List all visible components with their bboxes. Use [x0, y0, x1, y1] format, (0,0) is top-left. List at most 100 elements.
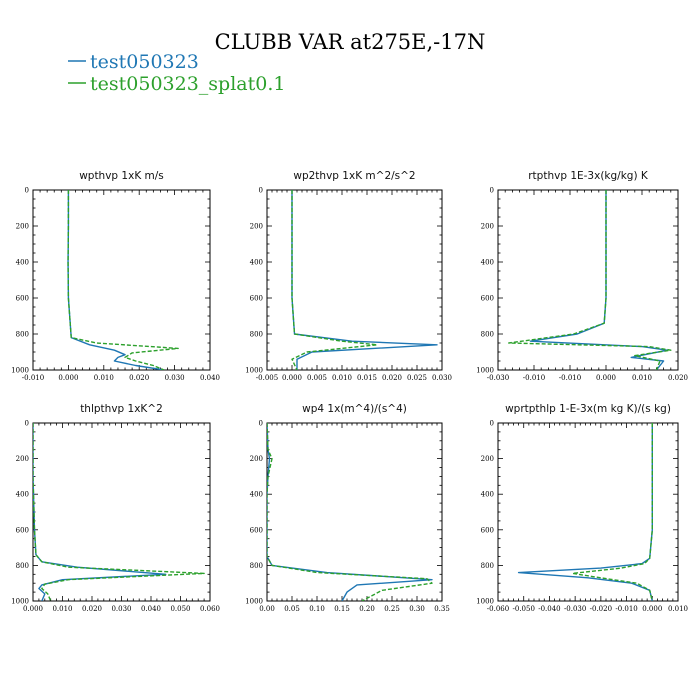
x-tick-label: 0.030: [432, 374, 452, 382]
y-tick-label: 200: [250, 223, 263, 231]
y-tick-label: 1000: [11, 367, 29, 375]
plot-frame: [32, 189, 211, 371]
x-tick-label: 0.020: [82, 605, 102, 613]
x-tick-label: 0.010: [632, 374, 652, 382]
legend-label-series-2: test050323_splat0.1: [90, 73, 285, 95]
y-tick-label: 0: [25, 187, 29, 195]
panel-title: thlpthvp 1xK^2: [80, 403, 163, 415]
x-tick-label: -0.020: [590, 605, 612, 613]
series-line-1: [67, 190, 165, 370]
x-tick-label: 0.010: [94, 374, 114, 382]
x-tick-label: 0.010: [332, 374, 352, 382]
x-tick-label: 0.015: [357, 374, 377, 382]
y-tick-label: 0: [490, 187, 494, 195]
x-tick-label: -0.030: [564, 605, 586, 613]
x-tick-label: 0.15: [334, 605, 350, 613]
x-tick-label: 0.050: [170, 605, 190, 613]
series-line-2: [508, 190, 672, 370]
x-tick-label: 0.10: [309, 605, 325, 613]
x-tick-label: 0.040: [200, 374, 220, 382]
panel-6: wprtpthlp 1-E-3x(m kg K)/(s kg) -0.060 -0.…: [476, 403, 688, 613]
x-tick-label: 0.040: [141, 605, 161, 613]
x-tick-label: 0.060: [200, 605, 220, 613]
series-line-2: [33, 423, 205, 601]
panel-4: thlpthvp 1xK^2 0.000 0.010 0.020 0.030 0.040 0…: [11, 403, 220, 613]
y-tick-label: 400: [481, 259, 494, 267]
y-tick-label: 0: [25, 420, 29, 428]
x-tick-label: -0.010: [523, 374, 545, 382]
y-tick-label: 800: [16, 331, 29, 339]
y-tick-label: 600: [250, 295, 263, 303]
panels: wpthvp 1xK m/s-0.010 0.000 0.010 0.020 0.030…: [11, 170, 688, 613]
x-tick-label: 0.30: [409, 605, 425, 613]
panel-2: wp2thvp 1xK m^2/s^2 -0.005 0.000 0.005 0.010…: [245, 170, 452, 382]
y-tick-label: 600: [481, 295, 494, 303]
y-tick-label: 200: [481, 223, 494, 231]
y-tick-label: 200: [481, 455, 494, 463]
x-tick-label: 0.010: [52, 605, 72, 613]
x-tick-label: 0.030: [165, 374, 185, 382]
x-tick-label: 0.010: [668, 605, 688, 613]
y-tick-label: 0: [259, 420, 263, 428]
y-tick-label: 200: [16, 455, 29, 463]
y-tick-label: 600: [250, 526, 263, 534]
x-tick-label: 0.35: [434, 605, 450, 613]
plot-frame: [497, 422, 679, 602]
y-tick-label: 400: [481, 491, 494, 499]
y-tick-label: 800: [250, 562, 263, 570]
x-tick-label: -0.010: [615, 605, 637, 613]
x-tick-label: 0.020: [668, 374, 688, 382]
x-tick-label: 0.000: [282, 374, 302, 382]
series-line-1: [517, 423, 653, 601]
y-tick-label: 400: [250, 259, 263, 267]
x-tick-label: 0.00: [259, 605, 275, 613]
x-tick-label: -0.050: [513, 605, 535, 613]
y-tick-label: 1000: [476, 367, 494, 375]
y-tick-label: 600: [16, 295, 29, 303]
y-tick-label: 800: [481, 331, 494, 339]
panel-1: wpthvp 1xK m/s -0.010 0.000 0.010 0.020 0.030…: [11, 170, 220, 382]
panel-3: rtpthvp 1E-3x(kg/kg) K -0.030 -0.010 -0.010…: [476, 170, 688, 382]
x-tick-label: 0.20: [359, 605, 375, 613]
series-line-2: [267, 423, 433, 601]
x-tick-label: -0.030: [487, 374, 509, 382]
series-line-1: [529, 190, 668, 370]
panel-title: wpthvp 1xK m/s: [79, 170, 164, 182]
y-tick-label: 600: [16, 526, 29, 534]
x-tick-label: 0.030: [111, 605, 131, 613]
series-line-2: [571, 423, 653, 601]
x-tick-label: 0.025: [407, 374, 427, 382]
y-tick-label: 1000: [245, 367, 263, 375]
x-tick-label: -0.005: [256, 374, 278, 382]
x-tick-label: -0.010: [22, 374, 44, 382]
x-tick-label: 0.000: [596, 374, 616, 382]
y-tick-label: 400: [16, 259, 29, 267]
x-tick-label: 0.000: [23, 605, 43, 613]
legend-label-series-1: test050323: [90, 51, 199, 73]
y-tick-label: 800: [481, 562, 494, 570]
panel-5: wp4 1x(m^4)/(s^4) 0.00 0.05 0.10 0.15 0.20 0.2…: [245, 403, 450, 613]
y-tick-label: 600: [481, 526, 494, 534]
legend: test050323 test050323_splat0.1: [68, 51, 285, 95]
x-tick-label: 0.25: [384, 605, 400, 613]
panel-title: wprtpthlp 1-E-3x(m kg K)/(s kg): [505, 403, 671, 415]
x-tick-label: 0.020: [382, 374, 402, 382]
panel-title: wp2thvp 1xK m^2/s^2: [293, 170, 415, 182]
series-line-2: [67, 190, 179, 370]
x-tick-label: 0.000: [642, 605, 662, 613]
x-tick-label: -0.010: [559, 374, 581, 382]
y-tick-label: 1000: [11, 598, 29, 606]
x-tick-label: 0.000: [58, 374, 78, 382]
y-tick-label: 1000: [245, 598, 263, 606]
y-tick-label: 200: [16, 223, 29, 231]
panel-title: wp4 1x(m^4)/(s^4): [302, 403, 407, 415]
y-tick-label: 0: [490, 420, 494, 428]
panel-title: rtpthvp 1E-3x(kg/kg) K: [528, 170, 649, 182]
y-tick-label: 400: [250, 491, 263, 499]
y-tick-label: 800: [250, 331, 263, 339]
x-tick-label: 0.05: [284, 605, 300, 613]
y-tick-label: 0: [259, 187, 263, 195]
y-tick-label: 1000: [476, 598, 494, 606]
x-tick-label: -0.060: [487, 605, 509, 613]
